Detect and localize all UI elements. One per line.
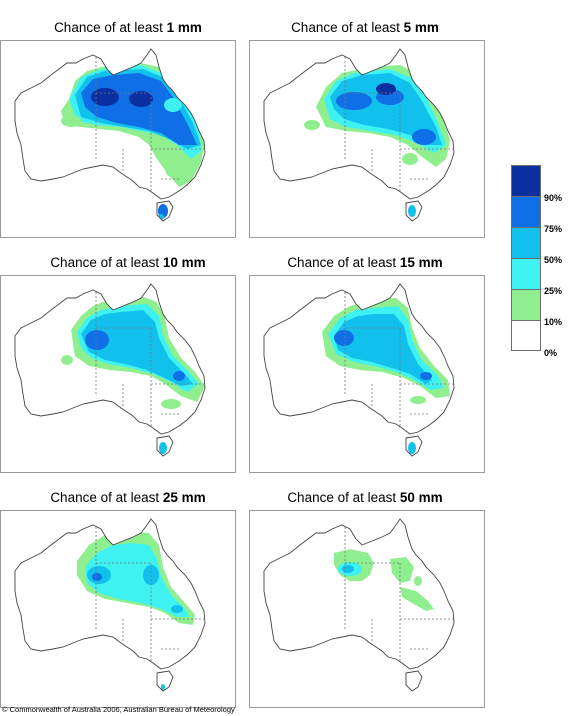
mainland-coastline	[263, 48, 455, 200]
mainland-coastline	[14, 518, 206, 670]
tasmania-coastline	[405, 435, 423, 457]
australia-map-5mm	[263, 48, 455, 222]
panel-title-25mm: Chance of at least 25 mm	[10, 490, 246, 505]
panel-title-15mm: Chance of at least 15 mm	[247, 255, 483, 270]
rain-area-4	[336, 92, 372, 110]
rain-area-5	[400, 587, 434, 611]
title-amount: 15 mm	[399, 255, 443, 270]
legend-label-25: 25%	[544, 286, 563, 296]
legend-label-10: 10%	[544, 317, 563, 327]
rain-area-3	[81, 310, 193, 386]
panel-title-50mm: Chance of at least 50 mm	[247, 490, 483, 505]
tasmania-coastline	[156, 200, 174, 222]
title-prefix: Chance of at least	[287, 490, 400, 505]
rain-area-5	[420, 372, 432, 380]
title-prefix: Chance of at least	[50, 490, 163, 505]
legend-swatch-10	[511, 289, 541, 320]
rain-area-6	[92, 573, 102, 581]
panel-title-1mm: Chance of at least 1 mm	[10, 20, 246, 35]
mainland-coastline	[14, 48, 206, 200]
map-5mm	[249, 40, 485, 238]
legend-swatch-25	[511, 258, 541, 289]
rain-area-8	[304, 120, 320, 130]
rain-area-6	[410, 396, 426, 404]
mainland-coastline	[263, 518, 455, 670]
copyright-notice: © Commonwealth of Australia 2006, Austra…	[2, 705, 235, 714]
tasmania-coastline	[156, 670, 174, 692]
map-15mm	[249, 275, 485, 473]
legend-swatch-90	[511, 165, 541, 196]
rain-area-4	[334, 330, 354, 346]
rain-area-4	[390, 557, 414, 583]
rain-area-9	[402, 153, 418, 165]
mainland-coastline	[263, 283, 455, 435]
rain-area-5	[91, 88, 119, 106]
legend-swatch-0	[511, 320, 541, 351]
rain-area-3	[330, 73, 442, 145]
tasmania-coastline	[405, 670, 423, 692]
legend-swatch-50	[511, 227, 541, 258]
title-amount: 5 mm	[403, 20, 439, 35]
panel-title-5mm: Chance of at least 5 mm	[247, 20, 483, 35]
australia-map-50mm	[263, 518, 455, 692]
tasmania-coastline	[405, 200, 423, 222]
rain-area-5	[173, 371, 185, 381]
map-25mm	[0, 510, 236, 708]
rain-area-7	[408, 442, 416, 454]
australia-map-15mm	[263, 283, 455, 457]
rain-area-7	[161, 684, 165, 690]
australia-map-10mm	[14, 283, 206, 457]
title-amount: 50 mm	[399, 490, 443, 505]
legend-label-90: 90%	[544, 193, 563, 203]
title-prefix: Chance of at least	[54, 20, 167, 35]
rain-area-10	[408, 205, 416, 217]
title-amount: 1 mm	[166, 20, 202, 35]
title-amount: 25 mm	[162, 490, 206, 505]
rain-area-4	[85, 330, 109, 350]
rain-area-8	[159, 442, 167, 454]
rain-area-7	[61, 115, 81, 127]
map-50mm	[249, 510, 485, 708]
map-1mm	[0, 40, 236, 238]
rain-area-3	[342, 565, 354, 573]
rain-area-6	[412, 129, 436, 145]
title-prefix: Chance of at least	[291, 20, 404, 35]
rain-area-6	[129, 91, 153, 107]
australia-map-1mm	[14, 48, 206, 222]
rain-area-6	[61, 355, 73, 365]
title-amount: 10 mm	[162, 255, 206, 270]
title-prefix: Chance of at least	[50, 255, 163, 270]
rain-area-8	[164, 98, 182, 112]
legend-swatch-75	[511, 196, 541, 227]
title-prefix: Chance of at least	[287, 255, 400, 270]
mainland-coastline	[14, 283, 206, 435]
rain-area-7	[376, 83, 396, 95]
legend	[511, 165, 541, 351]
rain-area-9	[161, 157, 181, 181]
rain-area-3	[334, 314, 432, 384]
rain-area-6	[414, 576, 422, 586]
rain-area-2	[85, 543, 189, 617]
australia-map-25mm	[14, 518, 206, 692]
panel-title-10mm: Chance of at least 10 mm	[10, 255, 246, 270]
legend-label-75: 75%	[544, 224, 563, 234]
rain-area-7	[161, 399, 181, 409]
tasmania-coastline	[156, 435, 174, 457]
legend-label-0: 0%	[544, 348, 558, 358]
rain-area-5	[171, 605, 183, 613]
legend-label-50: 50%	[544, 255, 563, 265]
map-10mm	[0, 275, 236, 473]
